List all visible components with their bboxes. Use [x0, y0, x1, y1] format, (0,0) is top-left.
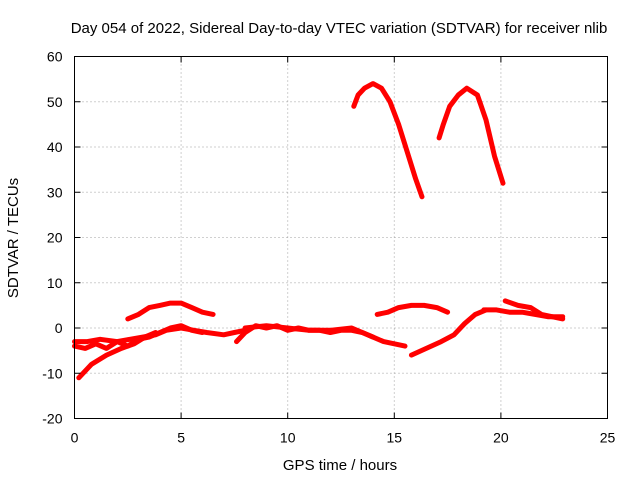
y-tick-label: 60	[47, 49, 63, 65]
series-arc-4	[125, 300, 216, 322]
x-tick-label: 20	[493, 430, 509, 446]
series-arc-9	[408, 307, 489, 358]
x-tick-label: 15	[387, 430, 403, 446]
y-tick-label: 30	[47, 184, 63, 200]
series-arc-6	[242, 323, 408, 349]
plot-frame	[74, 56, 608, 419]
y-tick-label: 20	[47, 230, 63, 246]
x-tick-label: 5	[177, 430, 185, 446]
x-axis-label: GPS time / hours	[283, 457, 397, 474]
y-tick-label: -10	[42, 365, 62, 381]
series-arc-12	[502, 298, 566, 322]
y-tick-label: 50	[47, 94, 63, 110]
chart-title: Day 054 of 2022, Sidereal Day-to-day VTE…	[71, 20, 608, 37]
series-arc-10	[436, 85, 506, 186]
series-arc-3	[72, 323, 205, 351]
y-tick-label: 40	[47, 139, 63, 155]
tick-layer: 0 5 10 15 20 25 -20 -10 0 10 20 30 40 50 60	[42, 49, 615, 446]
y-axis-label: SDTVAR / TECUs	[5, 178, 22, 298]
series-arc-7	[351, 81, 425, 200]
x-tick-label: 0	[71, 430, 79, 446]
y-tick-label: 0	[55, 320, 63, 336]
y-tick-label: -20	[42, 411, 62, 427]
series-arc-8	[374, 302, 451, 317]
y-tick-label: 10	[47, 275, 63, 291]
x-tick-label: 10	[280, 430, 296, 446]
series-layer	[72, 81, 566, 381]
x-tick-label: 25	[600, 430, 616, 446]
grid-layer	[74, 56, 608, 419]
